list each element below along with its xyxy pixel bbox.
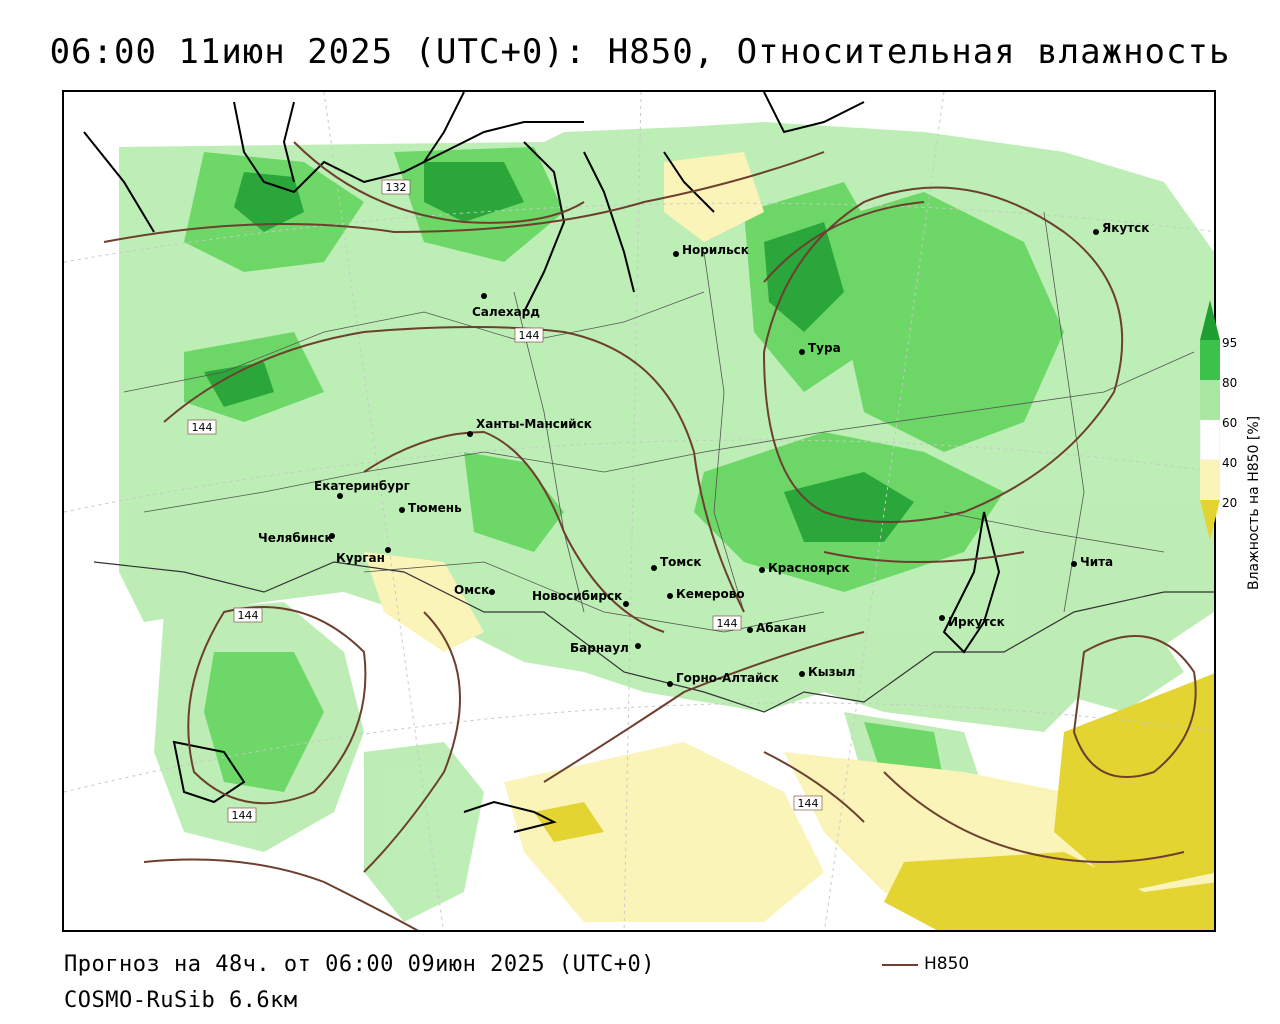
city-label: Красноярск — [768, 561, 850, 575]
graticule-lines — [64, 92, 1214, 930]
contour-label: 144 — [717, 617, 738, 630]
city-dot — [399, 507, 405, 513]
city-label: Омск — [454, 583, 489, 597]
city-label: Томск — [660, 555, 702, 569]
national-border — [93, 561, 1214, 713]
city-dot — [1093, 229, 1099, 235]
city-dot — [467, 431, 473, 437]
colorbar-title: Влажность на H850 [%] — [1246, 415, 1262, 590]
colorbar-bottom-arrow — [1200, 500, 1220, 540]
city-label: Челябинск — [258, 531, 333, 545]
city-label: Иркутск — [948, 615, 1005, 629]
city-label: Абакан — [756, 621, 806, 635]
contour-label: 144 — [232, 809, 253, 822]
contour-label: 144 — [238, 609, 259, 622]
city-label: Ханты-Мансийск — [476, 417, 592, 431]
contour-label: 132 — [386, 181, 407, 194]
city-dot — [385, 547, 391, 553]
city-dot — [623, 601, 629, 607]
city-dot — [489, 589, 495, 595]
city-dot — [337, 493, 343, 499]
city-dot — [759, 567, 765, 573]
contour-label: 144 — [798, 797, 819, 810]
city-dot — [667, 681, 673, 687]
model-name: COSMO-RuSib 6.6км — [64, 988, 298, 1013]
city-dot — [1071, 561, 1077, 567]
colorbar-tick-label: 20 — [1222, 496, 1238, 510]
city-dot — [673, 251, 679, 257]
humidity-dark-green-areas — [204, 162, 914, 542]
city-dot — [481, 293, 487, 299]
colorbar-top-arrow — [1200, 300, 1220, 340]
city-dot — [747, 627, 753, 633]
city-label: Чита — [1080, 555, 1113, 569]
colorbar-band — [1200, 460, 1220, 500]
legend-contour-line — [882, 964, 918, 966]
city-label: Кемерово — [676, 587, 745, 601]
humidity-dry-areas — [364, 152, 1214, 930]
city-dot — [939, 615, 945, 621]
colorbar-band — [1200, 380, 1220, 420]
contour-label: 144 — [519, 329, 540, 342]
city-label: Барнаул — [570, 641, 629, 655]
city-dot — [799, 349, 805, 355]
city-label: Норильск — [682, 243, 749, 257]
colorbar-band — [1200, 419, 1220, 461]
city-markers: Норильск Якутск Салехард Тура Ханты-Манс… — [258, 221, 1149, 687]
admin-borders — [123, 211, 1195, 633]
city-label: Екатеринбург — [314, 479, 410, 493]
city-label: Якутск — [1102, 221, 1149, 235]
h850-contours — [103, 141, 1197, 930]
humidity-map: 132 144 144 144 144 144 144 Норильск Яку… — [64, 92, 1214, 930]
legend-contour-label: H850 — [924, 954, 970, 974]
humidity-colorbar — [1200, 300, 1220, 540]
city-dot — [329, 533, 335, 539]
contour-label: 144 — [192, 421, 213, 434]
colorbar-tick-label: 95 — [1222, 336, 1238, 350]
map-area[interactable]: 132 144 144 144 144 144 144 Норильск Яку… — [62, 90, 1216, 932]
city-dot — [635, 643, 641, 649]
city-dot — [667, 593, 673, 599]
city-label: Новосибирск — [532, 589, 622, 603]
colorbar-band — [1200, 340, 1220, 380]
contour-label-group: 132 144 144 144 144 144 144 — [187, 179, 823, 823]
forecast-info: Прогноз на 48ч. от 06:00 09июн 2025 (UTC… — [64, 952, 656, 977]
colorbar-tick-label: 80 — [1222, 376, 1238, 390]
map-title: 06:00 11июн 2025 (UTC+0): H850, Относите… — [49, 32, 1231, 72]
city-label: Тура — [808, 341, 841, 355]
coastlines — [83, 92, 1001, 833]
city-label: Горно-Алтайск — [676, 671, 779, 685]
colorbar-tick-label: 60 — [1222, 416, 1238, 430]
city-label: Кызыл — [808, 665, 855, 679]
colorbar-tick-label: 40 — [1222, 456, 1238, 470]
city-label: Курган — [336, 551, 385, 565]
city-dot — [799, 671, 805, 677]
city-label: Салехард — [472, 305, 540, 319]
city-dot — [651, 565, 657, 571]
city-label: Тюмень — [408, 501, 462, 515]
